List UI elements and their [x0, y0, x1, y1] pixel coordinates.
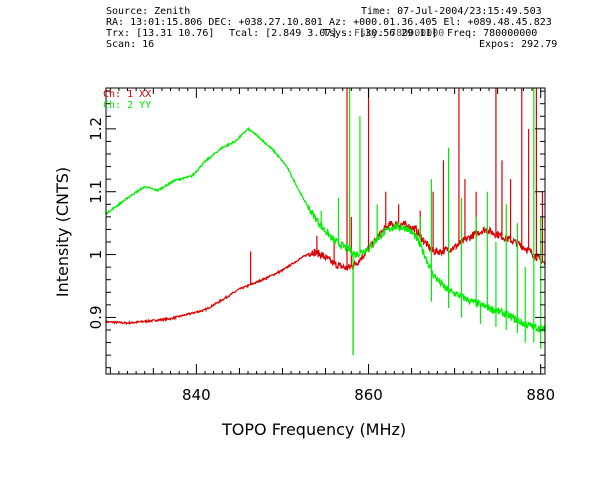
header-trx: Trx: [13.31 10.76]	[106, 28, 215, 39]
y-tick-label: 1.2	[87, 117, 105, 141]
header-scan: Scan: 16	[106, 39, 155, 50]
series-line-ch1	[105, 220, 546, 325]
y-tick-label: 1.1	[87, 180, 105, 204]
header-fsky: Fsky: 780000000	[354, 28, 445, 39]
y-tick-label: 0.9	[87, 305, 105, 329]
series-line-ch2	[105, 126, 546, 334]
header-source: Source: Zenith	[106, 6, 191, 17]
legend-ch1: Ch: 1 XX	[103, 89, 151, 100]
y-axis-title: Intensity (CNTS)	[53, 166, 72, 298]
y-tick-label: 1	[87, 250, 105, 260]
plot-frame	[105, 87, 546, 375]
header-freq: Freq: 780000000	[447, 28, 538, 39]
x-axis-title: TOPO Frequency (MHz)	[222, 420, 407, 439]
header-tsys: Tsys: [30.56 29.11]	[323, 28, 438, 39]
header-time: Time: 07-Jul-2004/23:15:49.503	[361, 6, 542, 17]
header-az-el: Az: +000.01.36.405 El: +089.48.45.823	[329, 17, 552, 28]
header-expos: Expos: 292.79	[479, 39, 558, 50]
x-tick-label: 860	[354, 386, 383, 404]
header-ra-dec: RA: 13:01:15.806 DEC: +038.27.10.801	[106, 17, 323, 28]
x-tick-label: 880	[526, 386, 555, 404]
header-tcal: Tcal: [2.849 3.07]	[229, 28, 338, 39]
x-tick-label: 840	[182, 386, 211, 404]
legend-ch2: Ch: 2 YY	[103, 100, 151, 111]
